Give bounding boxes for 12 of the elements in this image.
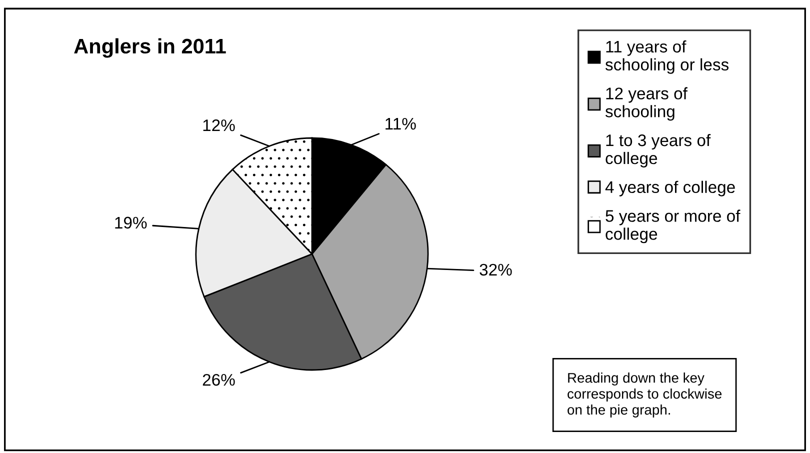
legend-label: 12 years of schooling <box>605 87 688 121</box>
data-label: 32% <box>480 264 512 276</box>
legend-label: 11 years of schooling or less <box>605 40 729 74</box>
legend-label: 4 years of college <box>605 180 735 196</box>
data-label: 11% <box>386 118 416 130</box>
data-label: 19% <box>115 216 147 229</box>
text: Reading down the key corresponds to clockwise on the pie graph. <box>568 372 722 418</box>
legend-label: 1 to 3 years of college <box>606 134 711 168</box>
data-label: 12% <box>203 119 235 132</box>
chart-title: Anglers in 2011 <box>74 38 226 58</box>
legend-label: 5 years or more of college <box>606 210 740 244</box>
data-label: 26% <box>202 374 235 386</box>
